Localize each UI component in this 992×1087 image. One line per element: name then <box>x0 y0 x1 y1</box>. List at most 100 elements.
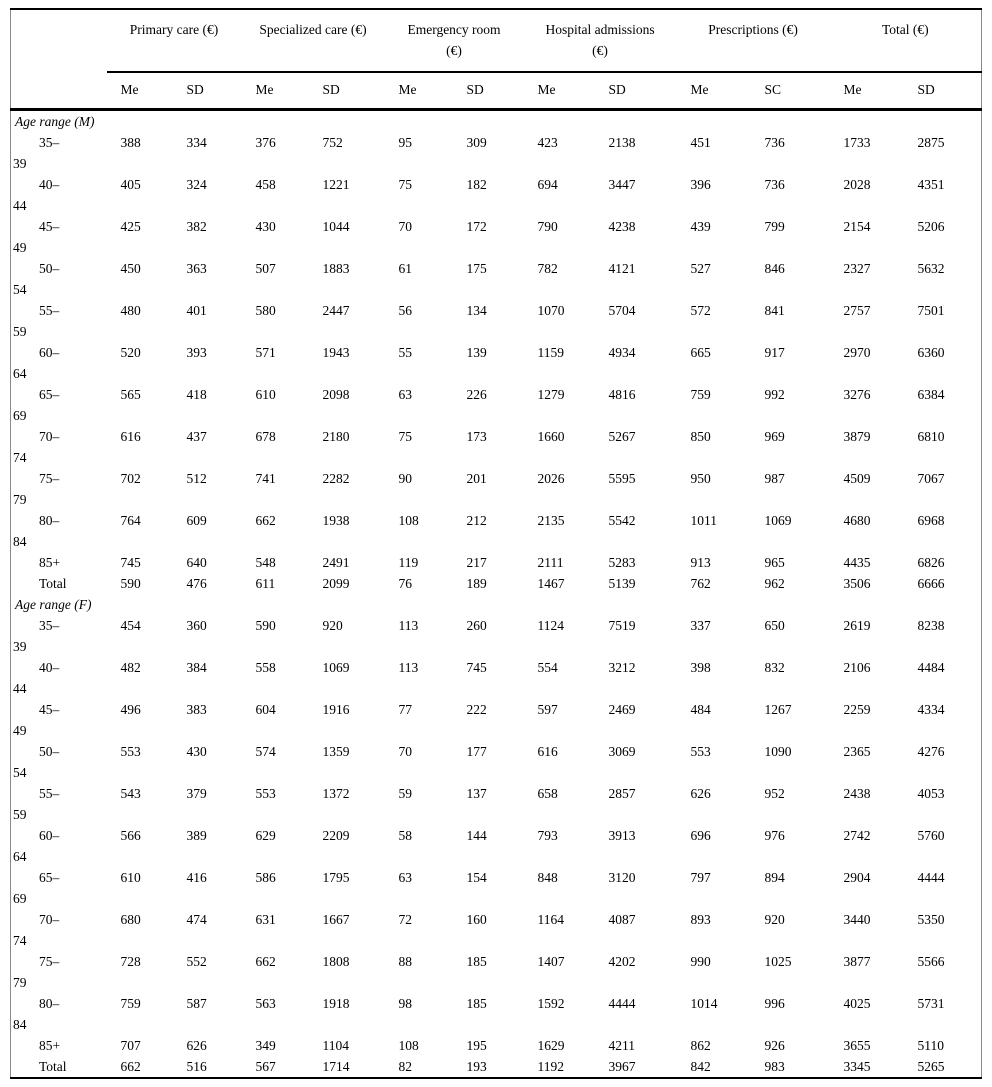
age-range-label: 80–84 <box>13 513 60 549</box>
value-cell: 553 <box>255 786 276 801</box>
value-cell: 175 <box>466 261 487 276</box>
age-range-cell: 55–59 <box>11 783 107 825</box>
value-cell: 59 <box>398 786 413 801</box>
costs-by-age-table-container: Primary care (€) Specialized care (€) Emer… <box>10 8 982 1079</box>
value-cell: 160 <box>466 912 487 927</box>
value-cell: 1359 <box>322 744 350 759</box>
value-cell: 185 <box>466 996 487 1011</box>
value-cell: 2875 <box>917 135 945 150</box>
subheader-cell: Me <box>523 72 595 111</box>
value-cell: 1943 <box>322 345 350 360</box>
value-cell: 2259 <box>843 702 871 717</box>
value-cell: 702 <box>120 471 141 486</box>
value-cell: 6666 <box>917 576 945 591</box>
value-cell: 1592 <box>537 996 565 1011</box>
table-row: 45–49 496 383 604 1916 77 222 597 2469 484 1267 225… <box>11 699 982 741</box>
value-cell: 1916 <box>322 702 350 717</box>
value-cell: 2857 <box>608 786 636 801</box>
age-range-label: 85+ <box>39 555 61 570</box>
value-cell: 389 <box>186 828 207 843</box>
value-cell: 640 <box>186 555 207 570</box>
value-cell: 616 <box>120 429 141 444</box>
age-range-label: 60–64 <box>13 828 60 864</box>
value-cell: 363 <box>186 261 207 276</box>
age-range-label: 65–69 <box>13 870 60 906</box>
value-cell: 759 <box>120 996 141 1011</box>
value-cell: 212 <box>466 513 487 528</box>
subheader-cell: Me <box>829 72 904 111</box>
value-cell: 4211 <box>608 1038 636 1053</box>
subheader-cell: SD <box>308 72 385 111</box>
value-cell: 496 <box>120 702 141 717</box>
stub-subheader-cell <box>10 72 107 111</box>
value-cell: 384 <box>186 660 207 675</box>
value-cell: 1467 <box>537 576 565 591</box>
value-cell: 558 <box>255 660 276 675</box>
value-cell: 1667 <box>322 912 350 927</box>
age-range-cell: 70–74 <box>11 909 107 951</box>
age-range-cell: 80–84 <box>11 993 107 1035</box>
value-cell: 4484 <box>917 660 945 675</box>
value-cell: 139 <box>466 345 487 360</box>
value-cell: 480 <box>120 303 141 318</box>
value-cell: 72 <box>398 912 413 927</box>
age-range-label: 40–44 <box>13 660 60 696</box>
value-cell: 554 <box>537 660 558 675</box>
section-header-row: Age range (F) <box>11 594 982 615</box>
value-cell: 650 <box>764 618 785 633</box>
value-cell: 416 <box>186 870 207 885</box>
value-cell: 626 <box>186 1038 207 1053</box>
value-cell: 996 <box>764 996 785 1011</box>
value-cell: 4816 <box>608 387 636 402</box>
value-cell: 4351 <box>917 177 945 192</box>
value-cell: 425 <box>120 219 141 234</box>
value-cell: 1221 <box>322 177 350 192</box>
value-cell: 3069 <box>608 744 636 759</box>
value-cell: 832 <box>764 660 785 675</box>
value-cell: 658 <box>537 786 558 801</box>
value-cell: 926 <box>764 1038 785 1053</box>
age-range-cell: 85+ <box>11 1035 107 1056</box>
value-cell: 2970 <box>843 345 871 360</box>
value-cell: 4276 <box>917 744 945 759</box>
value-cell: 95 <box>398 135 413 150</box>
value-cell: 309 <box>466 135 487 150</box>
value-cell: 1733 <box>843 135 871 150</box>
table-row: 70–74 680 474 631 1667 72 160 1164 4087 893 920 344… <box>11 909 982 951</box>
value-cell: 75 <box>398 177 413 192</box>
value-cell: 430 <box>255 219 276 234</box>
value-cell: 458 <box>255 177 276 192</box>
value-cell: 5595 <box>608 471 636 486</box>
value-cell: 388 <box>120 135 141 150</box>
value-cell: 76 <box>398 576 413 591</box>
value-cell: 5760 <box>917 828 945 843</box>
value-cell: 4053 <box>917 786 945 801</box>
value-cell: 3967 <box>608 1059 636 1074</box>
age-range-cell: 55–59 <box>11 300 107 342</box>
value-cell: 6968 <box>917 513 945 528</box>
table-row: 40–44 482 384 558 1069 113 745 554 3212 398 832 210… <box>11 657 982 699</box>
table-row: 65–69 610 416 586 1795 63 154 848 3120 797 894 2904… <box>11 867 982 909</box>
value-cell: 5265 <box>917 1059 945 1074</box>
value-cell: 1629 <box>537 1038 565 1053</box>
group-header-cell: Primary care (€) <box>106 9 242 73</box>
table-row: 80–84 764 609 662 1938 108 212 2135 5542 1011 1069… <box>11 510 982 552</box>
value-cell: 401 <box>186 303 207 318</box>
value-cell: 7067 <box>917 471 945 486</box>
value-cell: 1124 <box>537 618 565 633</box>
value-cell: 2209 <box>322 828 350 843</box>
value-cell: 3506 <box>843 576 871 591</box>
value-cell: 762 <box>690 576 711 591</box>
value-cell: 2904 <box>843 870 871 885</box>
value-cell: 665 <box>690 345 711 360</box>
value-cell: 6826 <box>917 555 945 570</box>
table-row: 75–79 702 512 741 2282 90 201 2026 5595 950 987 450… <box>11 468 982 510</box>
value-cell: 437 <box>186 429 207 444</box>
value-cell: 2282 <box>322 471 350 486</box>
age-range-cell: 40–44 <box>11 657 107 699</box>
value-cell: 590 <box>255 618 276 633</box>
value-cell: 2327 <box>843 261 871 276</box>
value-cell: 2365 <box>843 744 871 759</box>
value-cell: 512 <box>186 471 207 486</box>
table-row: Total 590 476 611 2099 76 189 1467 5139 762 962 350… <box>11 573 982 594</box>
